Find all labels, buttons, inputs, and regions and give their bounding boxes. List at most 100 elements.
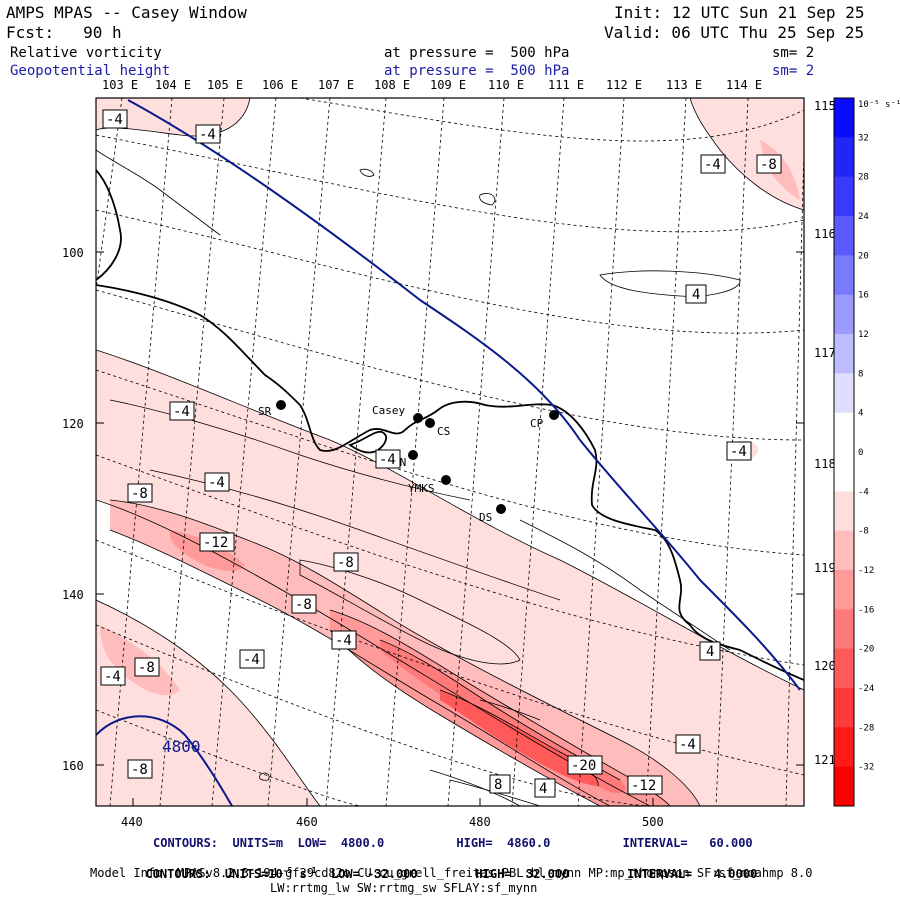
color-bar-labels: 32 28 24 20 16 12 8 4 0 -4 -8 -12 -16 -20 -24 -28 -32	[858, 133, 874, 772]
color-bar-level: 0	[858, 448, 863, 458]
svg-text:-4: -4	[243, 652, 260, 668]
contour-label: -4	[239, 649, 265, 669]
x-tick-label: 440	[121, 815, 143, 829]
lon-label: 112 E	[606, 78, 642, 92]
contour-label: -4	[726, 441, 752, 461]
y-tick-label: 160	[62, 759, 84, 773]
contour-label: -8	[134, 657, 160, 677]
svg-text:-8: -8	[131, 486, 148, 502]
site-marker	[408, 450, 418, 460]
forecast-hour: Fcst: 90 h	[6, 23, 122, 42]
color-bar-swatch	[834, 137, 854, 178]
contour-label: -8	[291, 594, 317, 614]
color-bar-swatch	[834, 491, 854, 532]
contour-label: -4	[331, 630, 357, 650]
y-tick-label: 140	[62, 588, 84, 602]
color-bar-level: 28	[858, 173, 869, 183]
x-tick-label: 480	[469, 815, 491, 829]
color-bar-level: 4	[858, 409, 863, 419]
color-bar-level: -12	[858, 566, 874, 576]
units-prefix: CONTOURS: UNITS=10	[145, 867, 283, 881]
color-bar-level: 20	[858, 251, 869, 261]
height-contour-label: 4800	[162, 737, 201, 756]
site-marker	[549, 410, 559, 420]
site-label: YMKS	[408, 482, 435, 495]
color-bar-level: 12	[858, 330, 869, 340]
contour-label: -12	[627, 775, 663, 795]
contour-label: -4	[169, 401, 195, 421]
lon-label: 114 E	[726, 78, 762, 92]
valid-time: Valid: 06 UTC Thu 25 Sep 25	[604, 23, 865, 42]
contour-labels: -4 -4 -4 -8 4 4 -4 -4 -4 -8 -4 -12 -8 -8…	[100, 109, 782, 798]
site-label: CS	[437, 425, 450, 438]
y-axis	[96, 251, 804, 766]
color-bar-level: -24	[858, 684, 874, 694]
svg-text:-8: -8	[131, 762, 148, 778]
contour-label: -4	[675, 734, 701, 754]
lon-label: 108 E	[374, 78, 410, 92]
color-bar-level: -28	[858, 723, 874, 733]
shade-minus4	[96, 350, 804, 806]
svg-text:-4: -4	[335, 633, 352, 649]
model-info-line2: LW:rrtmg_lw SW:rrtmg_sw SFLAY:sf_mynn	[270, 881, 538, 895]
color-bar-level: 8	[858, 369, 863, 379]
color-bar-swatch	[834, 648, 854, 689]
color-bar-swatch	[834, 452, 854, 492]
color-bar-level: -32	[858, 763, 874, 773]
color-bar-unit: 10⁻⁵ s⁻¹	[858, 100, 900, 110]
color-bar-frame	[833, 97, 855, 807]
site-marker	[276, 400, 286, 410]
svg-text:-4: -4	[104, 669, 121, 685]
site-marker	[413, 413, 423, 423]
site-label: Casey	[372, 404, 405, 417]
svg-text:-20: -20	[571, 758, 596, 774]
top-longitude-labels: 103 E 104 E 105 E 106 E 107 E 108 E 109 …	[102, 78, 762, 92]
x-tick-label: 460	[296, 815, 318, 829]
contour-label: -8	[127, 483, 153, 503]
lon-label: 103 E	[102, 78, 138, 92]
shade-minus4	[96, 600, 320, 806]
x-axis	[132, 798, 654, 806]
color-bar-swatch	[834, 98, 854, 138]
contour-label: -4	[375, 449, 401, 469]
color-bar-swatch	[834, 766, 854, 807]
color-bar-swatch	[834, 412, 854, 453]
color-bar-level: 16	[858, 291, 869, 301]
units-exponent: -5	[282, 866, 293, 875]
color-bar-swatch	[834, 216, 854, 256]
lon-label: 111 E	[548, 78, 584, 92]
color-bar-swatch	[834, 373, 854, 414]
color-bar-swatch	[834, 727, 854, 768]
site-marker	[496, 504, 506, 514]
contour-label: -4	[204, 472, 230, 492]
color-bar-swatch	[834, 255, 854, 296]
contour-label: 4	[699, 641, 721, 661]
svg-text:4: 4	[539, 781, 547, 797]
site-marker	[425, 418, 435, 428]
svg-text:-4: -4	[173, 404, 190, 420]
y-tick-label: 120	[62, 417, 84, 431]
contour-label: -4	[100, 666, 126, 686]
site-markers: SR Casey CS HN CP YMKS DS	[258, 400, 559, 524]
color-bar-swatch	[834, 176, 854, 217]
svg-text:-8: -8	[138, 660, 155, 676]
plot-frame	[95, 97, 805, 807]
svg-text:-4: -4	[730, 444, 747, 460]
site-label: DS	[479, 511, 492, 524]
svg-text:-4: -4	[379, 452, 396, 468]
color-bar-swatch	[834, 530, 854, 571]
color-bar-level: -16	[858, 605, 874, 615]
x-tick-label: 500	[642, 815, 664, 829]
svg-text:-12: -12	[631, 778, 656, 794]
model-info: Model Info: MPASv8.2.3-194-gf29cd82c CU:…	[90, 866, 813, 880]
color-bar-swatch	[834, 570, 854, 610]
lon-label: 106 E	[262, 78, 298, 92]
vorticity-shading	[96, 98, 804, 806]
height-contour-info: CONTOURS: UNITS=m LOW= 4800.0 HIGH= 4860…	[153, 836, 753, 850]
contour-label: -4	[700, 154, 726, 174]
color-bar-swatch	[834, 294, 854, 335]
vorticity-range: LOW= -32.000 HIGH= 32.000 INTERVAL= 4.00…	[316, 867, 758, 881]
color-bar	[834, 98, 854, 807]
color-bar-level: -8	[858, 527, 869, 537]
